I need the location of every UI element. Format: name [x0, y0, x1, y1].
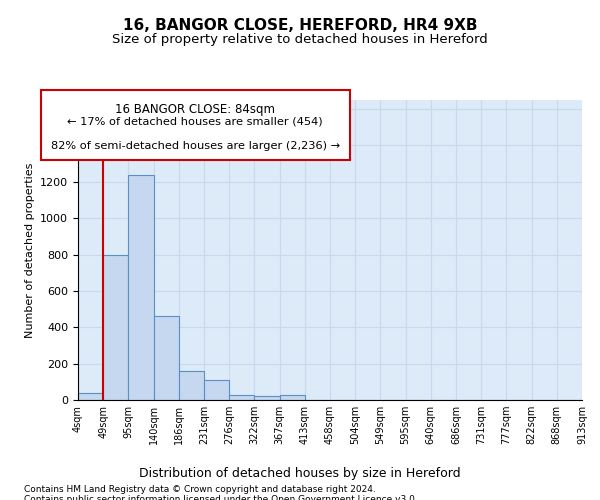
- Bar: [78, 392, 103, 400]
- Bar: [103, 254, 128, 400]
- Text: Contains public sector information licensed under the Open Government Licence v3: Contains public sector information licen…: [24, 495, 418, 500]
- Text: Distribution of detached houses by size in Hereford: Distribution of detached houses by size …: [139, 468, 461, 480]
- Text: 16 BANGOR CLOSE: 84sqm: 16 BANGOR CLOSE: 84sqm: [115, 102, 275, 116]
- Text: 82% of semi-detached houses are larger (2,236) →: 82% of semi-detached houses are larger (…: [51, 141, 340, 151]
- Bar: [280, 394, 305, 400]
- Text: Size of property relative to detached houses in Hereford: Size of property relative to detached ho…: [112, 32, 488, 46]
- Bar: [128, 174, 154, 400]
- Bar: [179, 371, 204, 400]
- Text: Contains HM Land Registry data © Crown copyright and database right 2024.: Contains HM Land Registry data © Crown c…: [24, 485, 376, 494]
- Bar: [154, 316, 179, 400]
- Bar: [204, 380, 229, 400]
- Bar: [254, 396, 280, 400]
- Bar: [229, 394, 254, 400]
- Text: 16, BANGOR CLOSE, HEREFORD, HR4 9XB: 16, BANGOR CLOSE, HEREFORD, HR4 9XB: [123, 18, 477, 32]
- Text: ← 17% of detached houses are smaller (454): ← 17% of detached houses are smaller (45…: [67, 116, 323, 126]
- Y-axis label: Number of detached properties: Number of detached properties: [25, 162, 35, 338]
